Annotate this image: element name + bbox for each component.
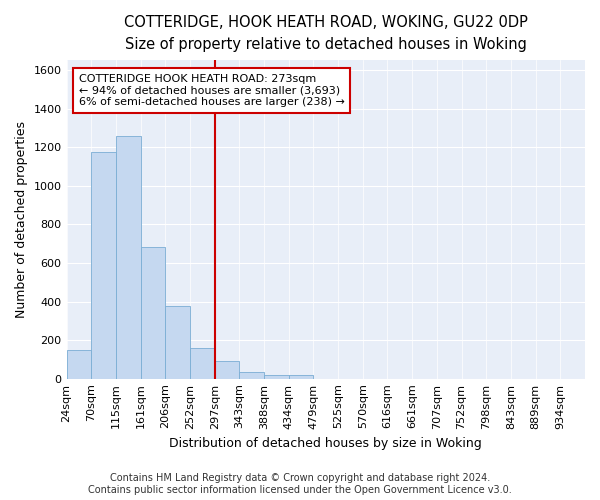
Y-axis label: Number of detached properties: Number of detached properties — [15, 121, 28, 318]
Text: COTTERIDGE HOOK HEATH ROAD: 273sqm
← 94% of detached houses are smaller (3,693)
: COTTERIDGE HOOK HEATH ROAD: 273sqm ← 94%… — [79, 74, 345, 107]
Bar — [140, 246, 165, 378]
Text: Contains HM Land Registry data © Crown copyright and database right 2024.
Contai: Contains HM Land Registry data © Crown c… — [88, 474, 512, 495]
Bar — [264, 375, 289, 378]
Bar — [165, 306, 190, 378]
Bar — [91, 152, 116, 378]
Bar — [239, 372, 264, 378]
Bar — [116, 136, 140, 378]
Bar — [289, 375, 313, 378]
Bar — [215, 362, 239, 378]
Title: COTTERIDGE, HOOK HEATH ROAD, WOKING, GU22 0DP
Size of property relative to detac: COTTERIDGE, HOOK HEATH ROAD, WOKING, GU2… — [124, 15, 528, 52]
Bar — [67, 350, 91, 378]
Bar — [190, 348, 215, 378]
X-axis label: Distribution of detached houses by size in Woking: Distribution of detached houses by size … — [169, 437, 482, 450]
